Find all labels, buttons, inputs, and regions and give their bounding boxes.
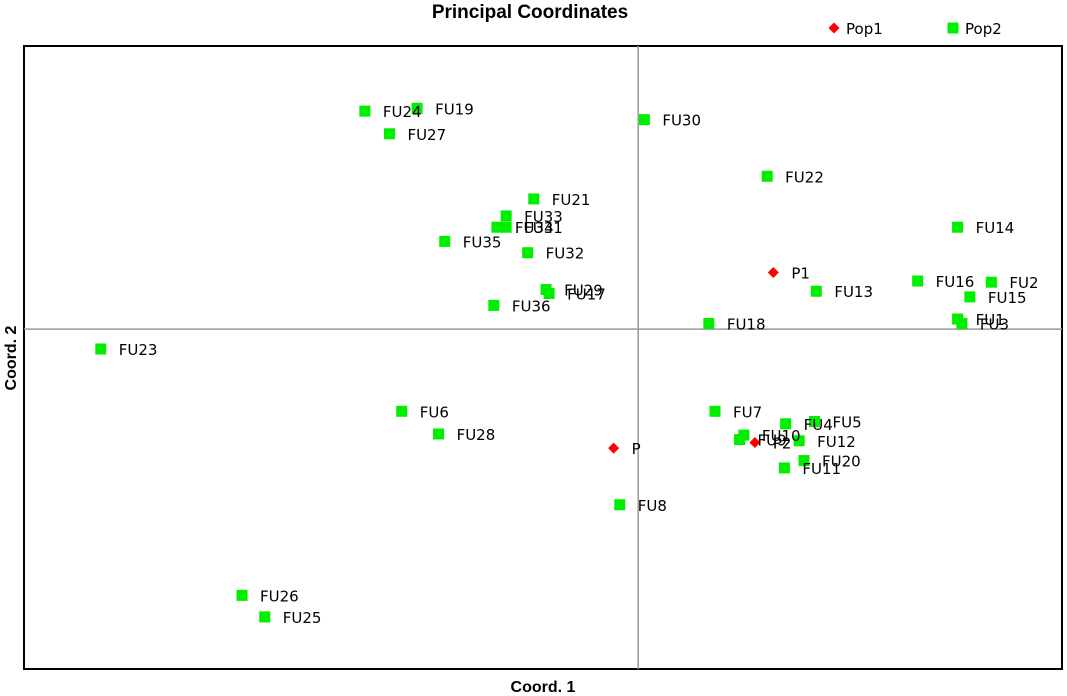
point-label-fu4: FU4	[804, 416, 833, 434]
point-label-fu36: FU36	[512, 297, 551, 315]
point-label-fu19: FU19	[435, 100, 474, 118]
point-fu19	[411, 102, 423, 114]
point-fu18	[703, 318, 715, 330]
point-fu21	[528, 193, 540, 205]
legend-label-pop1: Pop1	[846, 20, 883, 38]
point-fu13	[810, 285, 822, 297]
point-label-fu25: FU25	[283, 609, 322, 627]
chart-title: Principal Coordinates	[432, 2, 628, 23]
point-p	[608, 442, 620, 454]
point-fu20	[798, 455, 810, 467]
point-fu32	[522, 247, 534, 259]
point-label-fu12: FU12	[817, 433, 856, 451]
point-fu26	[236, 589, 248, 601]
point-fu6	[396, 405, 408, 417]
point-label-fu33: FU33	[524, 208, 563, 226]
point-fu4	[780, 418, 792, 430]
point-fu9	[734, 434, 746, 446]
point-fu33	[500, 210, 512, 222]
point-fu25	[259, 611, 271, 623]
point-fu35	[439, 235, 451, 247]
point-label-fu30: FU30	[662, 112, 701, 130]
point-label-fu27: FU27	[407, 126, 446, 144]
point-label-fu5: FU5	[832, 413, 861, 431]
point-fu28	[433, 428, 445, 440]
point-label-fu20: FU20	[822, 453, 861, 471]
legend-label-pop2: Pop2	[965, 20, 1002, 38]
point-label-fu2: FU2	[1009, 274, 1038, 292]
x-axis-label: Coord. 1	[511, 679, 576, 696]
point-label-fu1: FU1	[976, 311, 1005, 329]
legend-marker-pop1	[828, 22, 840, 34]
point-label-fu23: FU23	[119, 341, 158, 359]
zero-lines	[24, 46, 1062, 669]
point-label-fu31: FU31	[524, 219, 563, 237]
legend-marker-pop2	[947, 22, 959, 34]
point-label-fu14: FU14	[976, 219, 1015, 237]
point-label-fu9: FU9	[758, 432, 787, 450]
point-p2	[749, 436, 761, 448]
point-label-fu21: FU21	[552, 191, 591, 209]
point-label-fu13: FU13	[834, 283, 873, 301]
point-fu24	[359, 105, 371, 117]
point-fu12	[793, 435, 805, 447]
point-fu34	[491, 221, 503, 233]
point-label-fu11: FU11	[802, 460, 841, 478]
point-label-p: P	[632, 440, 641, 458]
point-fu5	[808, 415, 820, 427]
point-fu2	[985, 276, 997, 288]
point-label-fu34: FU34	[515, 219, 554, 237]
y-axis-label: Coord. 2	[3, 325, 20, 390]
point-label-fu3: FU3	[980, 316, 1009, 334]
point-label-fu17: FU17	[567, 286, 606, 304]
point-label-fu24: FU24	[383, 103, 422, 121]
point-fu31	[500, 221, 512, 233]
point-fu15	[964, 291, 976, 303]
point-label-fu15: FU15	[988, 289, 1027, 307]
point-label-fu10: FU10	[762, 427, 801, 445]
point-fu23	[95, 343, 107, 355]
point-fu17	[543, 288, 555, 300]
point-label-fu26: FU26	[260, 587, 299, 605]
point-fu8	[614, 499, 626, 511]
point-labels: P1P P2FU19FU24FU27FU30FU22FU21FU33FU34FU3…	[119, 100, 1039, 627]
point-label-p2: P2	[773, 434, 792, 452]
point-fu27	[383, 128, 395, 140]
point-fu22	[761, 170, 773, 182]
point-label-fu35: FU35	[463, 233, 502, 251]
point-label-fu28: FU28	[457, 426, 496, 444]
point-fu36	[488, 299, 500, 311]
point-label-fu22: FU22	[785, 168, 824, 186]
point-label-fu16: FU16	[936, 273, 975, 291]
point-label-fu32: FU32	[546, 245, 585, 263]
point-p1	[767, 267, 779, 279]
point-fu14	[952, 221, 964, 233]
point-label-p1: P1	[791, 265, 810, 283]
point-fu11	[778, 462, 790, 474]
point-label-fu6: FU6	[420, 403, 449, 421]
plot-frame	[23, 45, 1063, 670]
point-label-fu7: FU7	[733, 403, 762, 421]
point-fu30	[638, 114, 650, 126]
point-fu7	[709, 405, 721, 417]
point-label-fu29: FU29	[564, 282, 603, 300]
point-fu16	[912, 275, 924, 287]
point-fu3	[956, 318, 968, 330]
legend: Pop1 Pop2	[828, 20, 1002, 38]
point-label-fu8: FU8	[638, 497, 667, 515]
data-points	[95, 102, 997, 623]
point-label-fu18: FU18	[727, 316, 766, 334]
